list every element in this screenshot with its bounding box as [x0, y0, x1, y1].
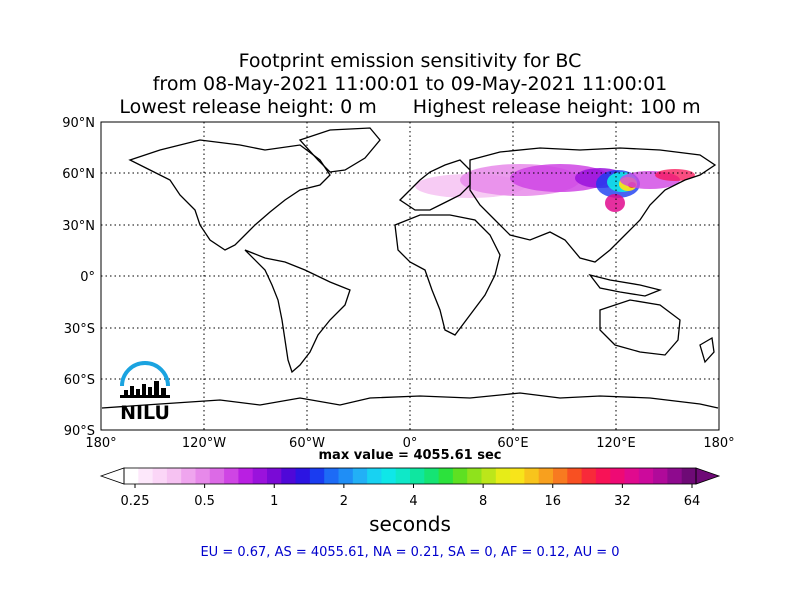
- lon-labels: 180° 120°W 60°W 0° 60°E 120°E 180°: [85, 436, 734, 450]
- colorbar-cell: [309, 468, 325, 484]
- colorbar-tick-label: 64: [684, 494, 701, 509]
- colorbar-extend-high: [695, 467, 721, 485]
- lat-label: 60°N: [62, 167, 95, 182]
- greenland: [298, 127, 381, 173]
- colorbar-cell: [352, 468, 368, 484]
- lowest-release-height: Lowest release height: 0 m: [119, 96, 377, 118]
- colorbar-unit-label: seconds: [369, 512, 451, 536]
- colorbar-cell: [195, 468, 211, 484]
- colorbar-cell: [267, 468, 282, 484]
- colorbar-cell: [410, 468, 425, 484]
- colorbar-cell: [681, 468, 697, 484]
- colorbar-cell: [567, 468, 583, 484]
- colorbar-cell: [510, 468, 525, 484]
- graticule: [101, 122, 719, 430]
- lat-label: 30°S: [64, 322, 95, 337]
- new-zealand: [699, 336, 715, 364]
- lat-label: 60°S: [64, 373, 95, 388]
- colorbar-cell: [653, 468, 668, 484]
- max-value-label: max value = 4055.61 sec: [318, 448, 502, 463]
- colorbar-cell: [667, 468, 683, 484]
- colorbar-cell: [152, 468, 168, 484]
- lon-label: 60°E: [497, 436, 528, 450]
- map-frame: [100, 121, 720, 431]
- colorbar-cell: [595, 468, 611, 484]
- colorbar-frame: [123, 467, 697, 485]
- colorbar-cell: [381, 468, 397, 484]
- asia: [469, 147, 717, 263]
- north-america: [128, 139, 331, 251]
- colorbar-cell: [138, 468, 154, 484]
- colorbar-cell: [367, 468, 382, 484]
- colorbar-cell: [181, 468, 196, 484]
- colorbar-cell: [424, 468, 440, 484]
- nilu-logo: NILU: [120, 361, 170, 424]
- lon-label: 180°: [703, 436, 734, 450]
- colorbar-tick-label: 8: [479, 494, 487, 509]
- lon-label: 60°W: [289, 436, 325, 450]
- region-values: EU = 0.67, AS = 4055.61, NA = 0.21, SA =…: [200, 545, 620, 560]
- colorbar-cell: [252, 468, 268, 484]
- colorbar-cell: [209, 468, 225, 484]
- world-map: 90°N 60°N 30°N 0° 30°S 60°S 90°S 180° 12…: [62, 116, 734, 450]
- lat-labels: 90°N 60°N 30°N 0° 30°S 60°S 90°S: [62, 116, 95, 439]
- logo-text: NILU: [120, 402, 170, 424]
- colorbar-ticks: 0.25 0.5 1 2 4 8 16 32 64: [121, 484, 701, 509]
- colorbar-extend-low: [99, 467, 125, 485]
- colorbar-tick-label: 1: [270, 494, 278, 509]
- lat-label: 30°N: [62, 219, 95, 234]
- colorbar-cell: [124, 468, 139, 484]
- colorbar-cell: [166, 468, 182, 484]
- africa: [394, 214, 501, 336]
- lon-label: 120°E: [596, 436, 636, 450]
- colorbar-cell: [452, 468, 468, 484]
- lon-label: 180°: [85, 436, 116, 450]
- lon-label: 120°W: [182, 436, 226, 450]
- colorbar-cell: [481, 468, 497, 484]
- colorbar-cell: [338, 468, 354, 484]
- colorbar-cell: [624, 468, 640, 484]
- lat-label: 0°: [80, 270, 95, 285]
- coastlines: [101, 127, 719, 409]
- title-line-2: from 08-May-2021 11:00:01 to 09-May-2021…: [152, 73, 668, 95]
- title-line-3: Lowest release height: 0 m Highest releas…: [0, 96, 800, 118]
- logo-arc-icon: [120, 361, 170, 387]
- colorbar-cells: [124, 468, 697, 484]
- colorbar-tick-label: 32: [614, 494, 631, 509]
- colorbar-cell: [438, 468, 454, 484]
- colorbar-cell: [295, 468, 311, 484]
- colorbar-cell: [524, 468, 540, 484]
- colorbar-tick-label: 0.25: [121, 494, 150, 509]
- colorbar-cell: [610, 468, 625, 484]
- colorbar-tick-label: 4: [409, 494, 417, 509]
- colorbar-cell: [553, 468, 568, 484]
- colorbar-cell: [324, 468, 339, 484]
- lat-label: 90°N: [62, 116, 95, 131]
- colorbar: 0.25 0.5 1 2 4 8 16 32 64: [99, 467, 721, 509]
- colorbar-cell: [581, 468, 597, 484]
- colorbar-cell: [395, 468, 411, 484]
- highest-release-height: Highest release height: 100 m: [412, 96, 701, 118]
- footprint-plume: [415, 164, 695, 212]
- colorbar-tick-label: 0.5: [194, 494, 215, 509]
- colorbar-cell: [224, 468, 239, 484]
- colorbar-cell: [467, 468, 482, 484]
- colorbar-cell: [538, 468, 554, 484]
- colorbar-cell: [638, 468, 654, 484]
- lon-label: 0°: [403, 436, 418, 450]
- southeast-asia-islands: [588, 273, 663, 297]
- south-america: [244, 249, 351, 374]
- colorbar-tick-label: 16: [544, 494, 561, 509]
- antarctica: [101, 392, 719, 409]
- lat-label: 90°S: [64, 424, 95, 439]
- australia: [599, 299, 681, 356]
- colorbar-cell: [495, 468, 511, 484]
- colorbar-cell: [238, 468, 254, 484]
- colorbar-cell: [281, 468, 297, 484]
- colorbar-tick-label: 2: [340, 494, 348, 509]
- title-line-1: Footprint emission sensitivity for BC: [238, 50, 582, 72]
